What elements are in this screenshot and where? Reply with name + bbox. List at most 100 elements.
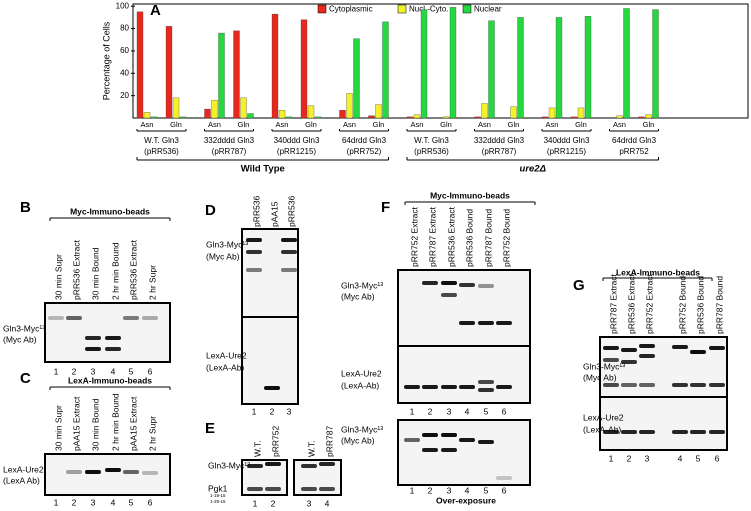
bar bbox=[143, 112, 151, 119]
lane-header: 2 hr min Bound bbox=[110, 242, 120, 300]
x-tick-label: Gln bbox=[575, 120, 587, 129]
band bbox=[639, 354, 655, 358]
band bbox=[441, 281, 457, 285]
band bbox=[422, 448, 438, 452]
band bbox=[672, 345, 688, 349]
band bbox=[264, 386, 280, 390]
lane-number: 6 bbox=[148, 366, 153, 376]
band bbox=[105, 347, 121, 351]
band bbox=[496, 321, 512, 325]
lane-header: pRR536 bbox=[251, 196, 261, 227]
bar bbox=[300, 19, 308, 119]
lane-number: 4 bbox=[111, 497, 116, 507]
band bbox=[603, 358, 619, 362]
bar bbox=[278, 110, 286, 119]
lane-number: 5 bbox=[484, 485, 489, 495]
band bbox=[639, 344, 655, 348]
blot-label: Gln3-Myc¹³ bbox=[583, 361, 625, 371]
band bbox=[319, 487, 335, 491]
blot bbox=[397, 269, 531, 347]
lane-header: pRR787 Bound bbox=[714, 276, 724, 334]
band bbox=[85, 336, 101, 340]
bar bbox=[616, 115, 623, 119]
lane-header: pRR536 Extract bbox=[446, 206, 456, 267]
bar bbox=[652, 9, 659, 119]
y-tick-label: 60 bbox=[120, 46, 129, 55]
group-label: W.T. Gln3 bbox=[414, 136, 449, 145]
band bbox=[105, 468, 121, 472]
bar bbox=[339, 110, 346, 119]
group-label: 332dddd Gln3 bbox=[474, 136, 525, 145]
group-plasmid: pRR752 bbox=[619, 147, 649, 156]
bar bbox=[240, 97, 247, 119]
bar bbox=[247, 113, 254, 119]
band bbox=[48, 316, 64, 320]
bar bbox=[368, 115, 375, 119]
lane-header: pRR536 bbox=[286, 196, 296, 227]
band bbox=[672, 430, 688, 434]
lane-number: 6 bbox=[715, 453, 720, 463]
legend-label: Nucl.-Cyto. bbox=[409, 5, 449, 14]
legend-swatch bbox=[397, 4, 407, 14]
super-group-label: ure2Δ bbox=[520, 164, 546, 175]
group-label: W.T. Gln3 bbox=[144, 136, 179, 145]
bar bbox=[413, 114, 421, 119]
lane-number: 5 bbox=[696, 453, 701, 463]
band bbox=[478, 440, 494, 444]
lane-number: 1 bbox=[54, 497, 59, 507]
lane-header: 2 hr min Bound bbox=[110, 393, 120, 451]
bar bbox=[353, 38, 360, 119]
band bbox=[441, 385, 457, 389]
band bbox=[123, 470, 139, 474]
lane-number: 6 bbox=[502, 485, 507, 495]
plot-frame bbox=[132, 3, 749, 119]
bar bbox=[577, 107, 585, 119]
bar bbox=[638, 116, 645, 119]
panel-header: Myc-Immuno-beads bbox=[70, 206, 150, 216]
x-tick-label: Asn bbox=[546, 120, 559, 129]
group-label: 340ddd Gln3 bbox=[544, 136, 590, 145]
group-plasmid: (pRR536) bbox=[414, 147, 449, 156]
lane-number: 5 bbox=[129, 366, 134, 376]
band bbox=[422, 281, 438, 285]
band bbox=[459, 321, 475, 325]
lane-number: 3 bbox=[91, 497, 96, 507]
x-tick-label: Asn bbox=[411, 120, 424, 129]
band bbox=[246, 238, 262, 242]
band bbox=[603, 346, 619, 350]
lane-number: 2 bbox=[428, 406, 433, 416]
blot-label: Gln3-Myc¹³ bbox=[3, 323, 45, 333]
lane-header: pAA15 bbox=[269, 201, 279, 227]
bar bbox=[346, 93, 353, 119]
blot-label: (Myc Ab) bbox=[341, 435, 375, 445]
band bbox=[404, 438, 420, 442]
panel-letter: E bbox=[205, 420, 215, 437]
bar bbox=[406, 116, 414, 119]
bar bbox=[136, 11, 144, 119]
band bbox=[459, 283, 475, 287]
band bbox=[66, 316, 82, 320]
legend-swatch bbox=[462, 4, 472, 14]
panel-letter: F bbox=[381, 199, 390, 216]
bar bbox=[517, 17, 524, 119]
lane-header: 2 hr Supr bbox=[147, 265, 157, 300]
band bbox=[639, 383, 655, 387]
lane-header: 2 hr Supr bbox=[147, 416, 157, 451]
lane-number: 6 bbox=[148, 497, 153, 507]
y-axis-label: Percentage of Cells bbox=[101, 21, 111, 100]
bar bbox=[307, 105, 315, 119]
blot-label: LexA-Ure2 bbox=[3, 464, 44, 474]
blot-label: (Myc Ab) bbox=[3, 334, 37, 344]
x-tick-label: Gln bbox=[305, 120, 317, 129]
x-tick-label: Asn bbox=[141, 120, 154, 129]
band bbox=[459, 438, 475, 442]
lane-header: pRR536 Bound bbox=[695, 276, 705, 334]
legend-swatch bbox=[317, 4, 327, 14]
lane-number: 3 bbox=[307, 498, 312, 508]
band bbox=[85, 470, 101, 474]
lane-number: 3 bbox=[91, 366, 96, 376]
bar bbox=[375, 104, 382, 119]
band bbox=[496, 385, 512, 389]
band bbox=[709, 346, 725, 350]
lane-number: 2 bbox=[72, 497, 77, 507]
